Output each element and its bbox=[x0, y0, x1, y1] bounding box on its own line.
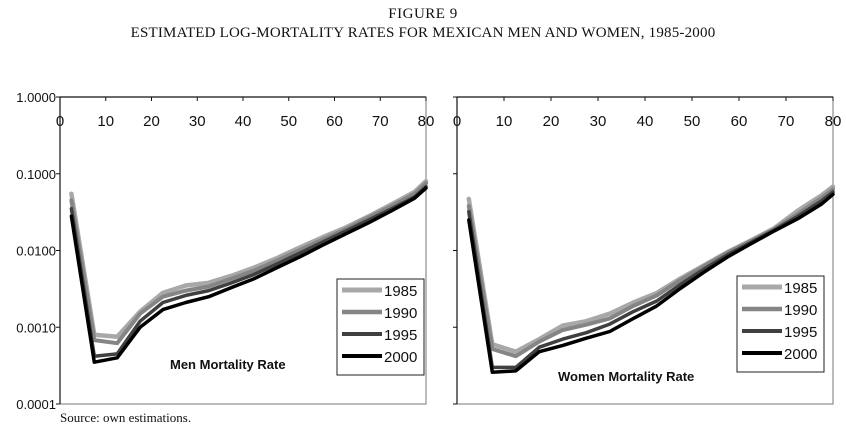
women-legend-label-2000: 2000 bbox=[784, 346, 817, 363]
men-legend-label-2000: 2000 bbox=[384, 349, 417, 366]
women-series-group bbox=[466, 184, 836, 374]
men-series-group bbox=[69, 178, 429, 364]
women-legend-label-1985: 1985 bbox=[784, 280, 817, 297]
women-legend: 1985 1990 1995 2000 bbox=[742, 280, 817, 363]
ytick-label: 0.0100 bbox=[16, 244, 56, 259]
women-xtick-label: 60 bbox=[731, 113, 748, 130]
men-legend-label-1985: 1985 bbox=[384, 283, 417, 300]
men-xtick-label: 70 bbox=[372, 113, 389, 130]
men-xtick-label: 10 bbox=[97, 113, 114, 130]
men-xtick-label: 60 bbox=[326, 113, 343, 130]
men-xtick-label: 40 bbox=[235, 113, 252, 130]
women-xtick-label: 80 bbox=[825, 113, 842, 130]
women-legend-label-1995: 1995 bbox=[784, 324, 817, 341]
women-xtick-label: 50 bbox=[684, 113, 701, 130]
men-series-line-1995 bbox=[69, 184, 428, 358]
women-xtick-label: 20 bbox=[543, 113, 560, 130]
women-series-line-2000 bbox=[467, 192, 835, 374]
women-xtick-label: 70 bbox=[778, 113, 795, 130]
women-xtick-label: 0 bbox=[453, 113, 461, 130]
men-legend-label-1990: 1990 bbox=[384, 305, 417, 322]
men-xtick-label: 30 bbox=[189, 113, 206, 130]
ytick-label: 1.0000 bbox=[16, 90, 56, 105]
men-xtick-label: 0 bbox=[56, 113, 64, 130]
women-xtick-label: 40 bbox=[637, 113, 654, 130]
men-xtick-label: 80 bbox=[418, 113, 435, 130]
men-legend-label-1995: 1995 bbox=[384, 327, 417, 344]
women-xtick-label: 10 bbox=[496, 113, 513, 130]
men-series-line-2000 bbox=[69, 186, 428, 364]
axis-ticks-group: 0 10 20 30 40 50 60 70 80 1.0000 0.1000 0.0100 0.001… bbox=[16, 90, 841, 412]
women-xtick-label: 30 bbox=[590, 113, 607, 130]
ytick-label: 0.1000 bbox=[16, 167, 56, 182]
men-xtick-label: 20 bbox=[143, 113, 160, 130]
women-legend-label-1990: 1990 bbox=[784, 302, 817, 319]
men-legend: 1985 1990 1995 2000 bbox=[342, 283, 417, 366]
women-chart-annotation: Women Mortality Rate bbox=[558, 369, 694, 384]
figure-title: ESTIMATED LOG-MORTALITY RATES FOR MEXICA… bbox=[130, 25, 716, 41]
men-legend-box bbox=[336, 278, 425, 376]
men-chart-annotation: Men Mortality Rate bbox=[170, 357, 286, 372]
men-series-line-1990 bbox=[69, 181, 428, 346]
ytick-label: 0.0010 bbox=[16, 320, 56, 335]
source-note: Source: own estimations. bbox=[60, 410, 192, 425]
ytick-label: 0.0001 bbox=[16, 397, 56, 412]
women-legend-box bbox=[736, 275, 825, 373]
men-xtick-label: 50 bbox=[280, 113, 297, 130]
figure-label: FIGURE 9 bbox=[388, 6, 458, 22]
